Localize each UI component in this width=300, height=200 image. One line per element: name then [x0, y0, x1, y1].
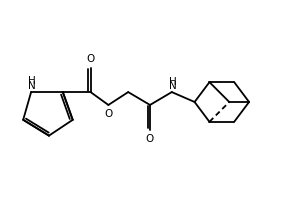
Text: N: N — [28, 81, 36, 91]
Text: H: H — [28, 76, 36, 86]
Text: N: N — [169, 81, 177, 91]
Text: O: O — [145, 134, 153, 144]
Text: O: O — [104, 109, 112, 119]
Text: O: O — [86, 54, 95, 64]
Text: H: H — [169, 77, 177, 87]
